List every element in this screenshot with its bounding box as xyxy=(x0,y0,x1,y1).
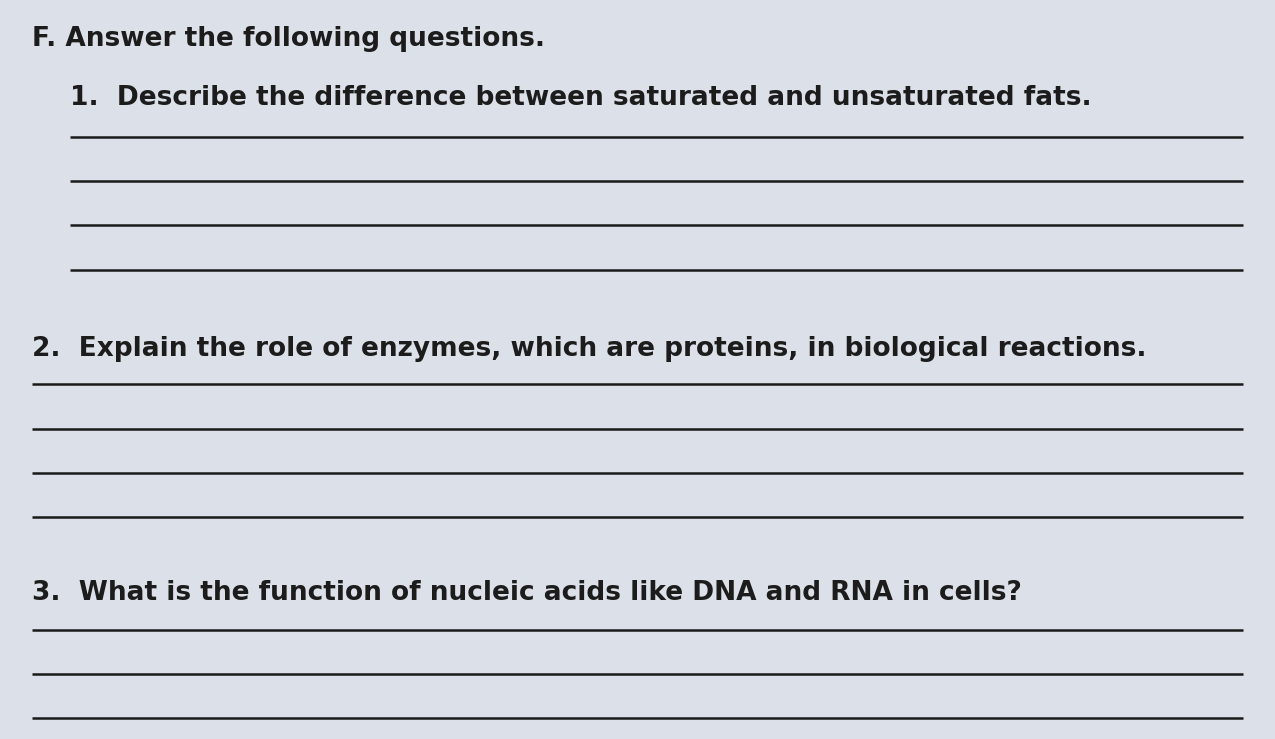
Text: 2.  Explain the role of enzymes, which are proteins, in biological reactions.: 2. Explain the role of enzymes, which ar… xyxy=(32,336,1146,362)
Text: 3.  What is the function of nucleic acids like DNA and RNA in cells?: 3. What is the function of nucleic acids… xyxy=(32,580,1021,606)
Text: F. Answer the following questions.: F. Answer the following questions. xyxy=(32,26,544,52)
Text: 1.  Describe the difference between saturated and unsaturated fats.: 1. Describe the difference between satur… xyxy=(70,85,1091,111)
